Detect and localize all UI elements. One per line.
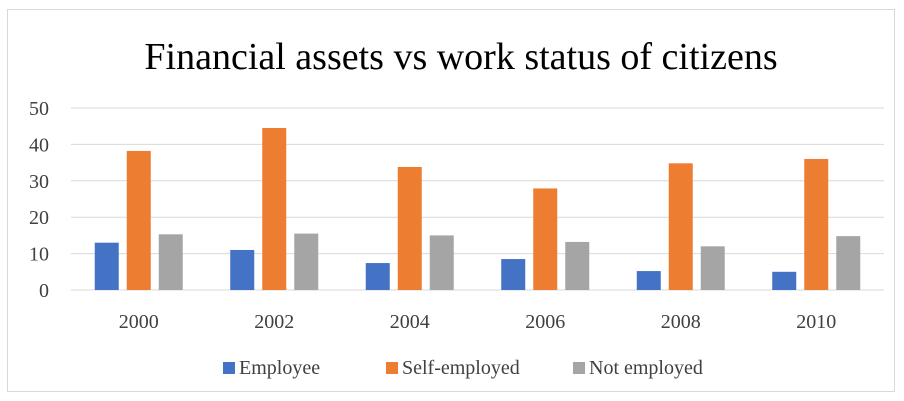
legend-swatch (223, 362, 235, 374)
bar-not-employed (294, 233, 319, 290)
bar-employee (230, 249, 255, 290)
legend-label: Not employed (589, 357, 703, 379)
legend-swatch (386, 362, 398, 374)
bar-not-employed (158, 234, 183, 290)
bar-self-employed (262, 128, 287, 290)
bar-employee (501, 259, 526, 290)
chart-title: Financial assets vs work status of citiz… (144, 36, 777, 78)
y-tick-label: 20 (29, 207, 49, 229)
bar-employee (636, 271, 661, 290)
bar-self-employed (533, 188, 558, 290)
x-tick-label: 2004 (390, 311, 430, 333)
x-tick-label: 2010 (796, 311, 836, 333)
y-tick-label: 10 (29, 244, 49, 266)
x-tick-label: 2006 (525, 311, 565, 333)
y-tick-label: 40 (29, 134, 49, 156)
y-tick-label: 30 (29, 171, 49, 193)
legend: Employee Self-employed Not employed (223, 357, 703, 379)
legend-swatch (573, 362, 585, 374)
legend-label: Employee (239, 357, 320, 379)
bar-employee (365, 263, 390, 290)
bar-employee (772, 271, 797, 290)
bar-self-employed (804, 158, 829, 290)
x-tick-label: 2002 (254, 311, 294, 333)
bar-self-employed (397, 166, 422, 290)
bar-not-employed (836, 236, 861, 290)
y-axis-ticks: 0 10 20 30 40 50 (29, 98, 49, 302)
bar-not-employed (429, 235, 454, 290)
chart-frame (7, 9, 895, 392)
x-tick-label: 2000 (119, 311, 159, 333)
bar-self-employed (126, 150, 151, 290)
grid-lines (71, 107, 884, 291)
legend-label: Self-employed (402, 357, 520, 379)
bar-not-employed (565, 241, 590, 290)
x-tick-label: 2008 (661, 311, 701, 333)
x-axis-ticks: 2000 2002 2004 2006 2008 2010 (119, 311, 837, 333)
y-tick-label: 0 (39, 280, 49, 302)
bar-not-employed (700, 246, 725, 290)
y-tick-label: 50 (29, 98, 49, 120)
bars (94, 128, 861, 290)
bar-employee (94, 242, 119, 290)
bar-self-employed (668, 163, 693, 290)
